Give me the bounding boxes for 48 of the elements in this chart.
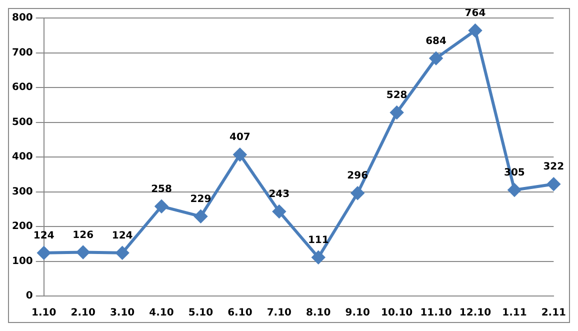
data-label: 528: [386, 90, 408, 102]
data-label: 229: [190, 194, 212, 206]
point: [194, 210, 208, 223]
x-tick-label: 3.10: [110, 308, 135, 319]
point: [233, 148, 246, 162]
point: [390, 106, 404, 120]
y-tick-label: 600: [12, 82, 33, 94]
point: [155, 200, 168, 213]
data-label: 124: [112, 230, 133, 242]
point: [351, 186, 364, 200]
x-tick-label: 6.10: [228, 308, 252, 319]
x-tick-label: 7.10: [266, 308, 292, 319]
x-tick-label: 10.10: [380, 308, 413, 319]
data-label: 322: [543, 162, 564, 173]
data-label: 243: [268, 189, 290, 200]
point: [116, 246, 129, 260]
point: [468, 24, 482, 38]
x-tick-label: 12.10: [459, 308, 492, 319]
y-tick-label: 400: [12, 152, 33, 163]
point: [312, 250, 325, 264]
x-tick-label: 2.10: [70, 308, 96, 319]
y-tick-label: 200: [12, 221, 33, 232]
point: [508, 184, 521, 197]
x-tick-label: 9.10: [345, 308, 370, 319]
y-tick-label: 0: [26, 290, 33, 302]
y-tick-label: 500: [12, 116, 33, 128]
x-tick-label: 5.10: [188, 308, 214, 319]
y-tick-label: 700: [12, 47, 33, 58]
y-tick-label: 800: [12, 12, 33, 24]
data-label: 764: [464, 8, 486, 20]
x-tick-label: 1.11: [502, 308, 527, 319]
x-tick-label: 1.10: [32, 308, 56, 319]
x-tick-label: 11.10: [420, 308, 452, 319]
point: [37, 246, 50, 260]
point: [272, 205, 286, 218]
x-tick-label: 2.11: [541, 308, 566, 319]
x-tick-label: 8.10: [306, 308, 331, 319]
data-label: 407: [230, 132, 250, 144]
data-label: 684: [426, 36, 446, 47]
y-tick-label: 100: [12, 256, 33, 267]
x-tick-label: 4.10: [149, 308, 174, 319]
data-label: 126: [72, 230, 94, 241]
point: [76, 246, 90, 259]
data-label: 258: [151, 184, 172, 195]
point: [547, 178, 560, 191]
point: [430, 52, 443, 65]
y-tick-label: 300: [12, 186, 33, 198]
data-label: 124: [33, 230, 54, 242]
